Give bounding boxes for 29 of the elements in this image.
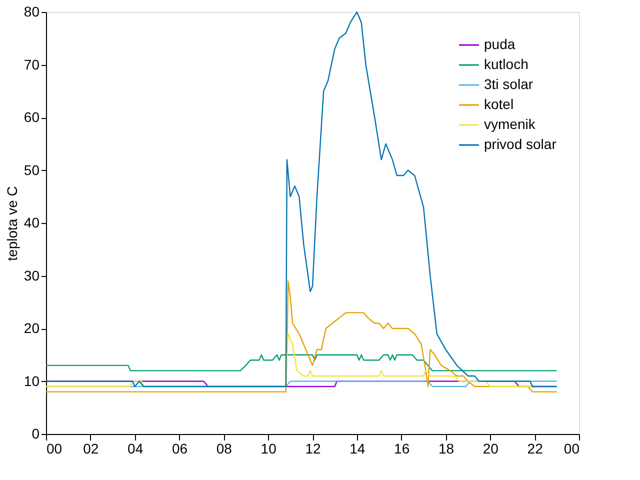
y-tick-label: 80 [24, 4, 40, 20]
x-tick-label: 00 [564, 440, 580, 456]
x-tick-label: 12 [305, 440, 321, 456]
legend-label: kutloch [484, 56, 528, 72]
x-tick-label: 18 [438, 440, 454, 456]
legend-label: 3ti solar [484, 76, 534, 92]
y-tick-label: 70 [24, 56, 40, 72]
x-tick-label: 20 [482, 440, 499, 456]
x-tick-label: 06 [172, 440, 188, 456]
y-tick-label: 30 [24, 267, 40, 284]
x-tick-label: 00 [46, 440, 62, 456]
x-tick-label: 16 [394, 440, 410, 456]
x-tick-label: 08 [216, 440, 232, 456]
y-tick-label: 60 [24, 109, 40, 125]
legend-label: kotel [484, 96, 514, 112]
y-tick-label: 40 [24, 214, 40, 230]
legend-label: puda [484, 36, 516, 52]
x-tick-label: 14 [350, 440, 366, 456]
y-tick-label: 20 [24, 320, 40, 336]
legend-label: privod solar [484, 136, 557, 152]
y-tick-label: 50 [24, 162, 40, 178]
y-tick-label: 0 [32, 426, 40, 442]
x-tick-label: 02 [83, 440, 99, 456]
x-tick-label: 10 [260, 440, 277, 456]
x-tick-label: 22 [527, 440, 544, 456]
y-axis-title: teplota ve C [4, 186, 20, 261]
legend-label: vymenik [484, 116, 536, 132]
y-tick-label: 10 [24, 372, 40, 389]
x-tick-label: 04 [128, 440, 144, 456]
